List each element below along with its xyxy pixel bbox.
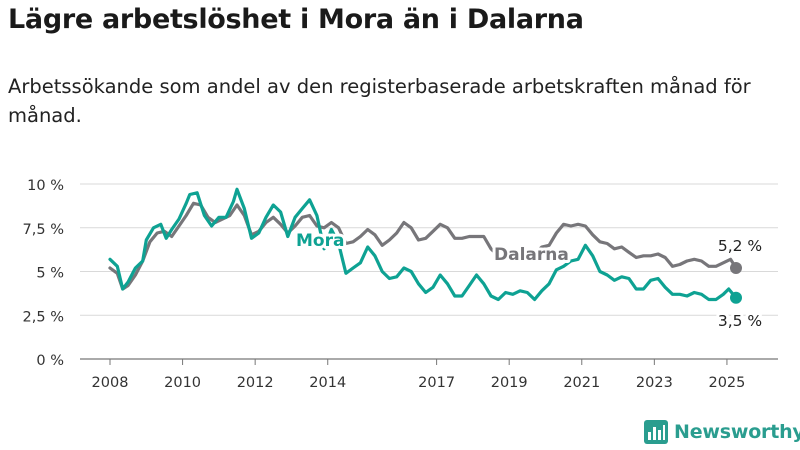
series-label-mora: Mora	[296, 231, 344, 251]
end-point-mora	[730, 291, 742, 304]
x-tick-label: 2017	[418, 375, 455, 391]
x-tick-label: 2023	[636, 375, 673, 391]
x-tick-label: 2021	[563, 375, 600, 391]
x-tick-label: 2014	[309, 375, 346, 391]
x-tick-label: 2019	[491, 375, 528, 391]
end-label-mora: 3,5 %	[718, 312, 762, 330]
series-line-dalarna	[108, 201, 738, 291]
chart-title: Lägre arbetslöshet i Mora än i Dalarna	[8, 4, 584, 35]
series-line-mora	[108, 187, 738, 302]
end-label-dalarna: 5,2 %	[718, 237, 762, 255]
x-tick-label: 2025	[708, 375, 745, 391]
chart-subtitle: Arbetssökande som andel av den registerb…	[8, 75, 751, 127]
x-tick-label: 2012	[237, 375, 274, 391]
end-point-dalarna	[730, 262, 742, 274]
newsworthy-logo-icon	[644, 420, 668, 444]
y-tick-label: 5 %	[36, 266, 64, 282]
y-tick-label: 10 %	[27, 178, 64, 194]
newsworthy-logo-text: Newsworthy	[674, 421, 800, 443]
y-tick-label: 2,5 %	[23, 309, 64, 325]
newsworthy-logo: Newsworthy	[644, 420, 800, 444]
x-tick-label: 2008	[92, 375, 129, 391]
y-tick-label: 0 %	[36, 353, 64, 369]
series-label-dalarna: Dalarna	[494, 245, 569, 265]
y-tick-label: 7,5 %	[23, 222, 64, 238]
x-tick-label: 2010	[164, 375, 201, 391]
